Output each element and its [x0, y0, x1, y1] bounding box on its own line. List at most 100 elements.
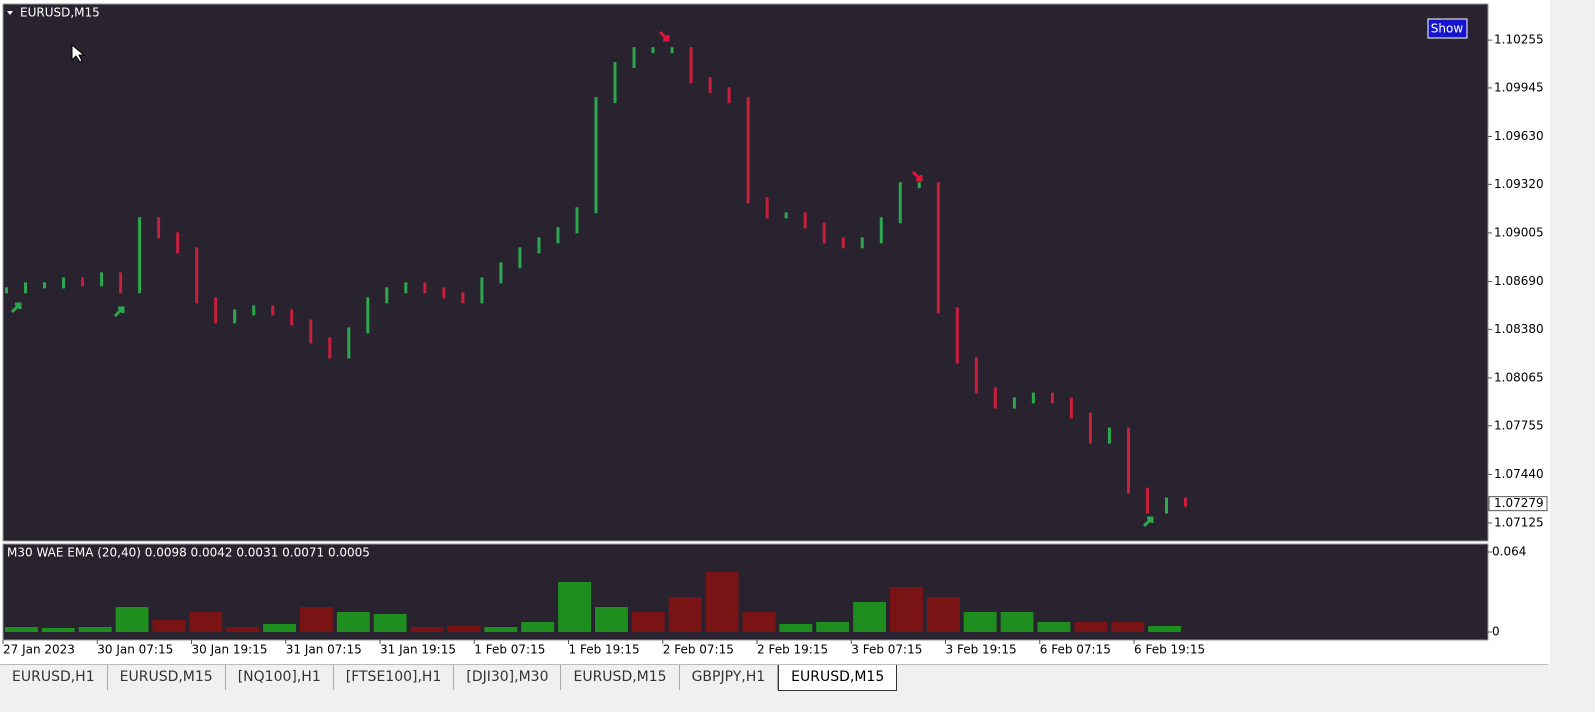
price-label: 1.10255	[1494, 33, 1544, 47]
price-bar	[1107, 427, 1111, 444]
price-bar	[252, 305, 256, 316]
histogram-bar	[779, 624, 813, 632]
histogram-bar	[336, 612, 370, 632]
chart-window: EURUSD,M15 Show M30 WAE EMA (20,40) 0.00…	[0, 0, 1550, 664]
histogram-bar	[1074, 622, 1108, 632]
histogram-bar	[926, 597, 960, 632]
price-bar	[461, 292, 465, 304]
price-bar	[727, 87, 731, 104]
price-bar	[442, 287, 446, 299]
histogram-bar	[742, 612, 776, 632]
price-bar	[423, 282, 427, 294]
price-label: 1.07125	[1494, 515, 1544, 529]
price-label: 1.08065	[1494, 370, 1544, 384]
price-bar	[746, 97, 750, 204]
tab[interactable]: EURUSD,M15	[778, 665, 898, 691]
price-label: 1.09005	[1494, 225, 1544, 239]
price-bar	[651, 47, 655, 54]
histogram-bar	[263, 624, 296, 632]
price-bar	[176, 232, 180, 254]
histogram-bar	[668, 597, 702, 632]
tab[interactable]: GBPJPY,H1	[680, 665, 779, 690]
price-bar	[347, 327, 351, 359]
histogram-bar	[373, 614, 407, 632]
time-label: 1 Feb 07:15	[474, 643, 545, 657]
indicator-label: M30 WAE EMA (20,40) 0.0098 0.0042 0.0031…	[7, 546, 370, 560]
show-button-label[interactable]: Show	[1431, 22, 1464, 36]
price-bar	[613, 62, 617, 104]
signal-arrows	[10, 30, 1154, 528]
price-bar	[784, 212, 788, 219]
time-label: 2 Feb 19:15	[757, 643, 828, 657]
price-bar	[290, 309, 294, 326]
collapse-icon[interactable]	[7, 11, 13, 15]
price-bar	[632, 47, 636, 69]
price-bar	[214, 297, 218, 324]
price-bar	[62, 277, 66, 289]
tab[interactable]: [FTSE100],H1	[334, 665, 455, 690]
histogram-bar	[816, 622, 850, 632]
tab[interactable]: EURUSD,M15	[108, 665, 226, 690]
histogram-bar	[963, 612, 997, 632]
histogram-bar	[558, 582, 591, 632]
histogram-bar	[1148, 626, 1181, 632]
time-label: 30 Jan 19:15	[192, 643, 268, 657]
histogram-bar	[447, 626, 481, 632]
price-bar	[1050, 392, 1054, 404]
price-bar	[1184, 497, 1187, 507]
time-label: 6 Feb 07:15	[1040, 643, 1111, 657]
show-button[interactable]	[1427, 18, 1468, 39]
histogram-bar	[78, 627, 112, 632]
histogram-bar	[890, 587, 923, 632]
price-bar	[670, 47, 674, 54]
tab[interactable]: [NQ100],H1	[226, 665, 334, 690]
price-bar	[537, 237, 541, 254]
price-bar	[841, 237, 845, 249]
price-bar	[1031, 392, 1035, 404]
tab[interactable]: EURUSD,M15	[561, 665, 680, 690]
tab[interactable]: EURUSD,H1	[0, 665, 108, 690]
tab[interactable]: [DJI30],M30	[454, 665, 562, 690]
price-bar	[1088, 412, 1092, 444]
price-bar	[385, 287, 389, 304]
time-label: 31 Jan 19:15	[380, 643, 456, 657]
time-label: 3 Feb 07:15	[851, 643, 922, 657]
price-pane	[2, 3, 1489, 542]
current-price: 1.07279	[1494, 496, 1544, 510]
price-bar	[708, 77, 712, 94]
histogram-bar	[189, 612, 223, 632]
price-label: 1.08690	[1494, 274, 1544, 288]
tab-bar: EURUSD,H1 EURUSD,M15 [NQ100],H1 [FTSE100],H…	[0, 664, 1548, 691]
price-bar	[879, 217, 883, 244]
price-bar	[765, 197, 769, 219]
time-label: 3 Feb 19:15	[946, 643, 1017, 657]
price-bar	[917, 182, 921, 189]
time-label: 31 Jan 07:15	[286, 643, 362, 657]
time-label: 30 Jan 07:15	[97, 643, 173, 657]
price-bar	[974, 357, 978, 394]
histogram-bar	[152, 620, 186, 632]
histogram-bar	[484, 627, 518, 632]
price-bar	[1012, 397, 1016, 409]
price-label: 1.07755	[1494, 418, 1544, 432]
histogram-bar	[41, 628, 75, 632]
histogram-bar	[1111, 622, 1145, 632]
price-label: 1.09945	[1494, 80, 1544, 94]
symbol-label: EURUSD,M15	[20, 6, 100, 20]
price-bar	[556, 227, 560, 244]
price-label: 1.09320	[1494, 177, 1544, 191]
price-bar	[1145, 487, 1149, 514]
price-bar	[233, 309, 237, 324]
price-label: 1.07440	[1494, 467, 1544, 481]
price-bar	[594, 97, 598, 214]
price-bar	[518, 247, 522, 269]
histogram-bar	[410, 627, 444, 632]
price-bar	[480, 277, 484, 304]
price-bar	[499, 262, 503, 284]
cursor	[71, 43, 86, 63]
price-bar	[860, 237, 864, 249]
price-bar	[689, 47, 693, 84]
price-bar	[575, 207, 579, 234]
price-label: 1.09630	[1494, 129, 1544, 143]
